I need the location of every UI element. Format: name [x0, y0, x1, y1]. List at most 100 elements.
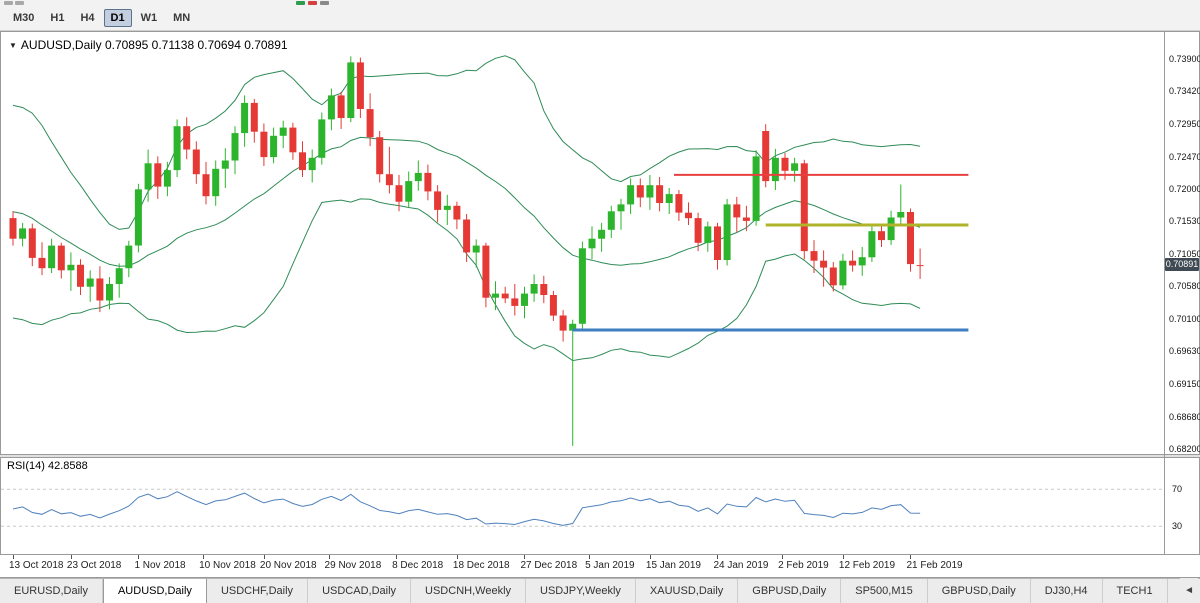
- candle-body: [260, 131, 268, 158]
- timeframe-button-h4[interactable]: H4: [80, 12, 95, 24]
- candle-body: [771, 157, 779, 182]
- price-scale-label: 0.71050: [1169, 248, 1200, 259]
- candle-body: [347, 62, 355, 118]
- candle-body: [636, 185, 644, 198]
- time-axis-tick: [717, 555, 719, 559]
- chart-window: [0, 31, 1200, 578]
- time-axis-date-label: 29 Nov 2018: [324, 560, 382, 571]
- candle-body: [646, 185, 654, 198]
- clipped-buy-icon: [296, 1, 305, 5]
- candle-body: [385, 174, 393, 186]
- candle-body: [414, 172, 422, 182]
- candle-body: [453, 205, 461, 220]
- candle-body: [617, 204, 625, 212]
- time-axis-date-label: 23 Oct 2018: [66, 560, 122, 571]
- price-scale-label: 0.70580: [1169, 281, 1200, 292]
- candle-body: [115, 268, 123, 284]
- candle-body: [810, 251, 818, 261]
- time-axis-tick: [649, 555, 651, 559]
- time-axis-date-label: 2 Feb 2019: [778, 560, 829, 571]
- price-scale-label: 0.72000: [1169, 183, 1200, 194]
- time-axis-tick: [70, 555, 72, 559]
- chart-tab-dj30[interactable]: DJ30,H4: [1031, 579, 1103, 603]
- current-price-badge: 0.70891: [1165, 258, 1199, 272]
- time-axis-tick: [589, 555, 591, 559]
- chart-tab-usdchf[interactable]: USDCHF,Daily: [207, 579, 309, 603]
- chart-tab-bar: EURUSD,Daily AUDUSD,Daily USDCHF,Daily USDC…: [0, 578, 1200, 603]
- candle-body: [38, 257, 46, 269]
- rsi-line: [12, 491, 921, 526]
- timeframe-button-w1[interactable]: W1: [140, 12, 158, 24]
- candle-body: [791, 163, 799, 171]
- candle-body: [134, 189, 142, 246]
- candle-body: [598, 229, 606, 239]
- candle-body: [907, 212, 914, 265]
- candle-body: [366, 109, 374, 138]
- chart-tab-usdcnh[interactable]: USDCNH,Weekly: [411, 579, 527, 603]
- timeframe-toolbar: M30 H1 H4 D1 W1 MN: [0, 6, 1200, 31]
- candle-body: [569, 323, 577, 331]
- candle-body: [173, 126, 181, 171]
- tab-scroll-left-button[interactable]: ◄: [1180, 578, 1198, 603]
- candle-body: [878, 231, 885, 241]
- time-axis[interactable]: [0, 554, 1200, 577]
- candle-body: [829, 267, 837, 286]
- candle-body: [77, 264, 84, 287]
- candle-body: [337, 95, 345, 118]
- candle-body: [395, 185, 403, 202]
- candle-body: [887, 217, 895, 241]
- timeframe-button-h1[interactable]: H1: [50, 12, 65, 24]
- timeframe-button-mn[interactable]: MN: [173, 12, 191, 24]
- clipped-sell-icon: [308, 1, 317, 5]
- chart-tab-audusd[interactable]: AUDUSD,Daily: [102, 579, 207, 603]
- candle-body: [434, 191, 442, 210]
- price-scale-label: 0.68680: [1169, 411, 1200, 422]
- subwindow-splitter[interactable]: [0, 454, 1200, 458]
- candle-body: [685, 212, 692, 219]
- time-axis-date-label: 1 Nov 2018: [134, 560, 186, 571]
- candle-body: [742, 217, 750, 221]
- candle-body: [231, 133, 239, 161]
- candle-body: [916, 265, 924, 267]
- candle-body: [28, 228, 36, 258]
- candle-body: [578, 248, 586, 324]
- candle-body: [588, 238, 596, 249]
- candle-body: [482, 245, 490, 298]
- time-axis-tick: [524, 555, 526, 559]
- candle-body: [675, 194, 683, 213]
- chart-tab-gbpusd[interactable]: GBPUSD,Daily: [738, 579, 842, 603]
- rsi-scale-label: 30: [1172, 521, 1183, 532]
- candle-body: [820, 260, 828, 268]
- candle-body: [299, 152, 306, 171]
- candle-body: [250, 102, 258, 132]
- rsi-subwindow-plot[interactable]: [1, 458, 1164, 554]
- clipped-toolbar-icon: [320, 1, 329, 5]
- candle-body: [521, 293, 528, 306]
- time-axis-tick: [910, 555, 912, 559]
- candle-body: [318, 119, 326, 158]
- chart-tab-sp500[interactable]: SP500,M15: [841, 579, 928, 603]
- candle-body: [86, 278, 94, 287]
- timeframe-button-d1[interactable]: D1: [103, 9, 132, 27]
- candle-body: [19, 228, 27, 239]
- chart-tab-eurusd[interactable]: EURUSD,Daily: [0, 579, 103, 603]
- horizontal-lines: [572, 173, 969, 332]
- time-axis-date-label: 12 Feb 2019: [838, 560, 896, 571]
- candle-body: [714, 226, 721, 260]
- chart-tab-tech1[interactable]: TECH1: [1103, 579, 1168, 603]
- rsi-indicator-label: RSI(14) 42.8588: [7, 460, 88, 472]
- chart-tab-usdcad[interactable]: USDCAD,Daily: [308, 579, 412, 603]
- chart-tab-usdjpy[interactable]: USDJPY,Weekly: [526, 579, 636, 603]
- chart-menu-triangle-icon: ▼: [9, 41, 17, 50]
- time-axis-tick: [456, 555, 458, 559]
- chart-tab-xauusd[interactable]: XAUUSD,Daily: [636, 579, 739, 603]
- chart-title-ohlc: 0.70895 0.71138 0.70694 0.70891: [104, 38, 288, 52]
- timeframe-button-m30[interactable]: M30: [13, 12, 35, 24]
- chart-tab-gbpusd[interactable]: GBPUSD,Daily: [928, 579, 1031, 603]
- time-axis-tick: [782, 555, 784, 559]
- time-axis-date-label: 8 Dec 2018: [392, 560, 444, 571]
- main-chart-plot[interactable]: [1, 32, 1164, 454]
- time-axis-date-label: 20 Nov 2018: [259, 560, 317, 571]
- clipped-toolbar-icon: [4, 1, 13, 5]
